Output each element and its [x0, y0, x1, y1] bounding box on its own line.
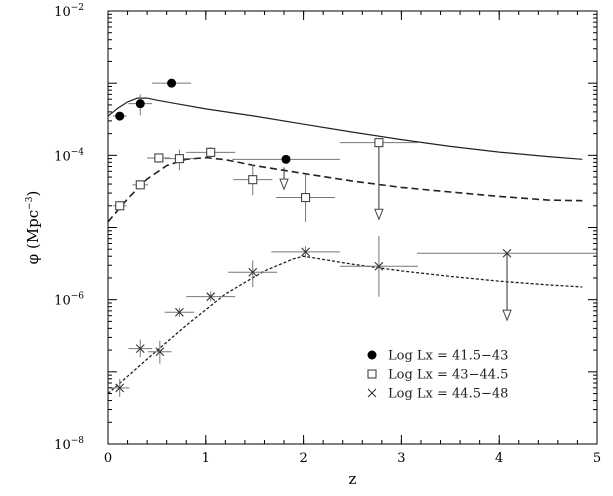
legend-label: Log Lx = 44.5−48	[388, 387, 508, 402]
data-point	[154, 153, 164, 163]
arrow-head	[374, 208, 384, 221]
x-tick-label: 5	[593, 451, 601, 466]
legend: Log Lx = 41.5−43 Log Lx = 43−44.5 Log Lx =…	[367, 349, 508, 402]
x-tick-label: 4	[495, 451, 503, 466]
x-tick-label: 1	[202, 451, 210, 466]
model-curve-1	[107, 156, 583, 223]
arrow-head	[279, 178, 289, 191]
y-axis-label: φ (Mpc−3)	[24, 191, 42, 265]
data-point	[374, 261, 384, 271]
model-curve-2	[107, 255, 583, 395]
axis-ticks	[107, 10, 598, 445]
data-point	[115, 111, 125, 121]
tick-labels: 0 1 2 3 4 5 10−8 10−6 10−4 10−2	[54, 3, 601, 466]
cross-stroke	[502, 248, 512, 258]
data-point	[374, 138, 384, 148]
legend-label: Log Lx = 43−44.5	[388, 368, 508, 383]
x-axis-label: z	[349, 470, 357, 488]
legend-marker	[367, 388, 377, 398]
x-tick-label: 2	[299, 451, 307, 466]
cross-stroke	[367, 388, 377, 398]
plot-frame	[107, 10, 598, 445]
data-points	[115, 78, 512, 393]
upper-limit-arrows	[279, 142, 512, 322]
y-tick-label: 10−4	[54, 147, 84, 164]
data-point	[167, 78, 177, 88]
cross-stroke	[374, 261, 384, 271]
y-tick-label: 10−2	[54, 3, 84, 20]
cross-stroke	[248, 267, 258, 277]
legend-marker	[367, 369, 377, 379]
legend-marker	[367, 350, 377, 360]
data-point	[502, 248, 512, 258]
data-point	[115, 383, 125, 393]
y-tick-label: 10−8	[54, 436, 84, 453]
upper-limit-arrow	[374, 142, 384, 221]
y-tick-label: 10−6	[54, 292, 84, 309]
legend-label: Log Lx = 41.5−43	[388, 349, 508, 364]
cross-stroke	[206, 292, 216, 302]
legend-entry: Log Lx = 41.5−43	[367, 349, 508, 364]
data-point	[135, 344, 145, 353]
cross-stroke	[135, 344, 145, 353]
x-tick-label: 3	[397, 451, 405, 466]
cross-stroke	[115, 383, 125, 393]
cross-stroke	[175, 307, 184, 317]
data-point	[135, 180, 145, 190]
data-point	[248, 175, 258, 185]
cross-stroke	[155, 347, 165, 357]
error-bars	[109, 82, 597, 397]
upper-limit-arrow	[279, 167, 289, 191]
x-tick-label: 0	[104, 451, 112, 466]
data-point	[206, 292, 216, 302]
data-point	[155, 347, 165, 357]
error-bar	[228, 260, 278, 287]
legend-entry: Log Lx = 43−44.5	[367, 368, 508, 383]
legend-entry: Log Lx = 44.5−48	[367, 387, 508, 402]
data-point	[174, 154, 184, 164]
cross-stroke	[301, 247, 310, 257]
data-point	[175, 307, 184, 317]
upper-limit-arrow	[502, 253, 512, 322]
data-point	[281, 154, 291, 164]
data-point	[115, 201, 125, 211]
data-point	[301, 247, 310, 257]
arrow-head	[502, 309, 512, 322]
data-point	[135, 99, 145, 109]
model-curve-0	[107, 97, 583, 160]
data-point	[301, 193, 311, 203]
model-curves	[107, 97, 583, 395]
data-point	[206, 147, 216, 157]
data-point	[248, 267, 258, 277]
